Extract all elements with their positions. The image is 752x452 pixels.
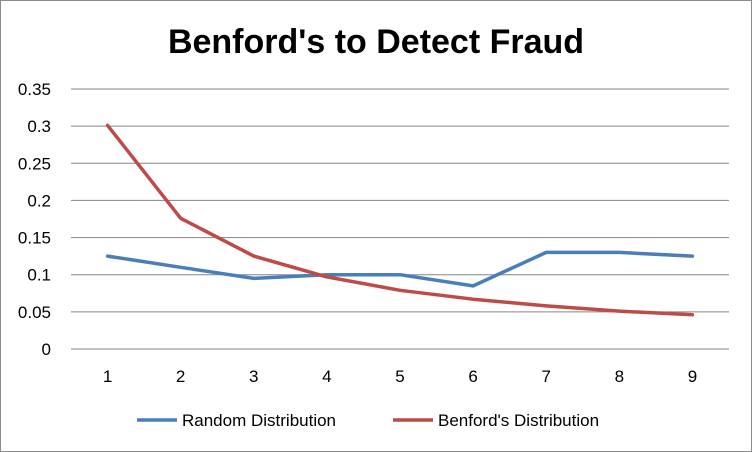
x-tick-label: 8 [615, 367, 624, 386]
legend-label: Benford's Distribution [438, 411, 599, 430]
x-tick-label: 2 [176, 367, 185, 386]
series-line-random-distribution [105, 250, 695, 288]
y-tick-label: 0.15 [18, 229, 51, 248]
y-tick-label: 0.3 [27, 117, 51, 136]
x-axis-tick-labels: 1 2 3 4 5 6 7 8 9 [103, 367, 697, 386]
x-tick-label: 3 [249, 367, 258, 386]
legend: Random Distribution Benford's Distributio… [137, 411, 599, 430]
series-line-benfords-distribution [105, 123, 695, 317]
legend-label: Random Distribution [182, 411, 336, 430]
x-tick-label: 6 [468, 367, 477, 386]
y-tick-label: 0.35 [18, 80, 51, 99]
x-tick-label: 1 [103, 367, 112, 386]
x-tick-label: 5 [395, 367, 404, 386]
y-tick-label: 0.1 [27, 266, 51, 285]
series-lines [105, 123, 695, 317]
x-tick-label: 9 [688, 367, 697, 386]
x-tick-label: 4 [322, 367, 331, 386]
y-tick-label: 0.25 [18, 154, 51, 173]
y-tick-label: 0.2 [27, 191, 51, 210]
y-tick-label: 0.05 [18, 303, 51, 322]
x-tick-label: 7 [541, 367, 550, 386]
y-axis-tick-labels: 0 0.05 0.1 0.15 0.2 0.25 0.3 0.35 [18, 80, 51, 359]
chart-title: Benford's to Detect Fraud [168, 23, 584, 61]
y-tick-label: 0 [42, 340, 51, 359]
